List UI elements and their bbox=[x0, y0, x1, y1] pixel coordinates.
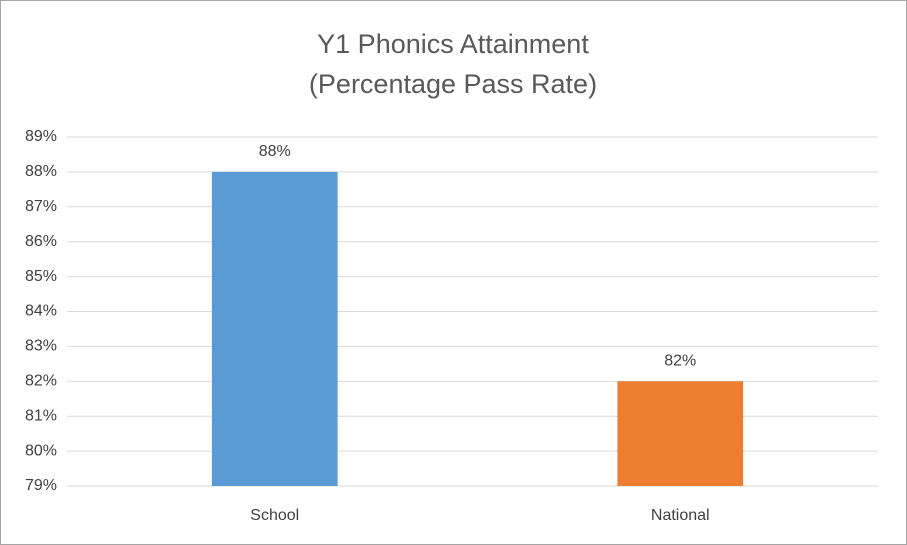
bar bbox=[617, 381, 744, 486]
y-tick-label: 89% bbox=[25, 128, 57, 145]
y-tick-label: 87% bbox=[25, 198, 57, 215]
y-tick-label: 85% bbox=[25, 268, 57, 285]
data-label: 82% bbox=[664, 353, 696, 370]
y-tick-label: 81% bbox=[25, 407, 57, 424]
y-tick-label: 82% bbox=[25, 373, 57, 390]
y-tick-label: 84% bbox=[25, 303, 57, 320]
chart-title: Y1 Phonics Attainment bbox=[317, 29, 589, 59]
bar bbox=[211, 171, 338, 486]
x-tick-label: National bbox=[651, 507, 710, 524]
y-tick-label: 88% bbox=[25, 163, 57, 180]
y-tick-label: 79% bbox=[25, 477, 57, 494]
chart-title: (Percentage Pass Rate) bbox=[309, 69, 597, 99]
y-tick-label: 83% bbox=[25, 338, 57, 355]
y-tick-label: 80% bbox=[25, 442, 57, 459]
data-label: 88% bbox=[259, 143, 291, 160]
y-tick-label: 86% bbox=[25, 233, 57, 250]
x-tick-label: School bbox=[250, 507, 299, 524]
